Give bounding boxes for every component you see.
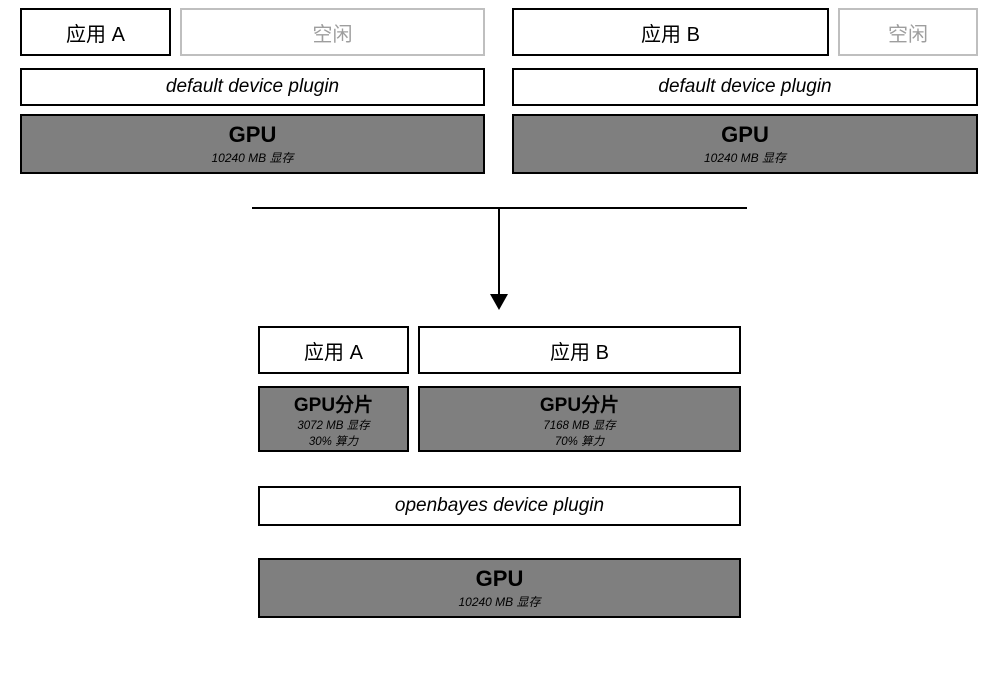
- gpu-sub: 10240 MB 显存: [458, 593, 540, 610]
- arrow-down-icon: [490, 294, 508, 310]
- top-right-gpu-box: GPU 10240 MB 显存: [512, 114, 978, 174]
- app-b-label: 应用 B: [550, 336, 609, 365]
- idle-label: 空闲: [313, 18, 353, 47]
- plugin-label: default device plugin: [166, 76, 339, 98]
- gpu-title: GPU: [229, 122, 277, 148]
- slice-mem: 3072 MB 显存: [297, 417, 369, 433]
- arrow-vertical-line: [498, 207, 500, 297]
- app-b-label: 应用 B: [641, 18, 700, 47]
- top-right-plugin-box: default device plugin: [512, 68, 978, 106]
- bottom-gpu-slice-a-box: GPU分片 3072 MB 显存 30% 算力: [258, 386, 409, 452]
- top-left-gpu-box: GPU 10240 MB 显存: [20, 114, 485, 174]
- top-left-app-box: 应用 A: [20, 8, 171, 56]
- bottom-app-a-box: 应用 A: [258, 326, 409, 374]
- slice-mem: 7168 MB 显存: [543, 417, 615, 433]
- app-a-label: 应用 A: [66, 18, 125, 47]
- bottom-plugin-box: openbayes device plugin: [258, 486, 741, 526]
- gpu-title: GPU: [476, 566, 524, 592]
- slice-title: GPU分片: [294, 390, 373, 417]
- idle-label: 空闲: [888, 18, 928, 47]
- plugin-label: default device plugin: [658, 76, 831, 98]
- app-a-label: 应用 A: [304, 336, 363, 365]
- slice-compute: 30% 算力: [309, 433, 358, 449]
- bottom-gpu-box: GPU 10240 MB 显存: [258, 558, 741, 618]
- plugin-label: openbayes device plugin: [395, 495, 604, 517]
- slice-title: GPU分片: [540, 390, 619, 417]
- top-left-idle-box: 空闲: [180, 8, 485, 56]
- top-right-app-box: 应用 B: [512, 8, 829, 56]
- top-left-plugin-box: default device plugin: [20, 68, 485, 106]
- gpu-sub: 10240 MB 显存: [211, 149, 293, 166]
- bottom-gpu-slice-b-box: GPU分片 7168 MB 显存 70% 算力: [418, 386, 741, 452]
- gpu-title: GPU: [721, 122, 769, 148]
- gpu-sub: 10240 MB 显存: [704, 149, 786, 166]
- slice-compute: 70% 算力: [555, 433, 604, 449]
- bottom-app-b-box: 应用 B: [418, 326, 741, 374]
- top-right-idle-box: 空闲: [838, 8, 978, 56]
